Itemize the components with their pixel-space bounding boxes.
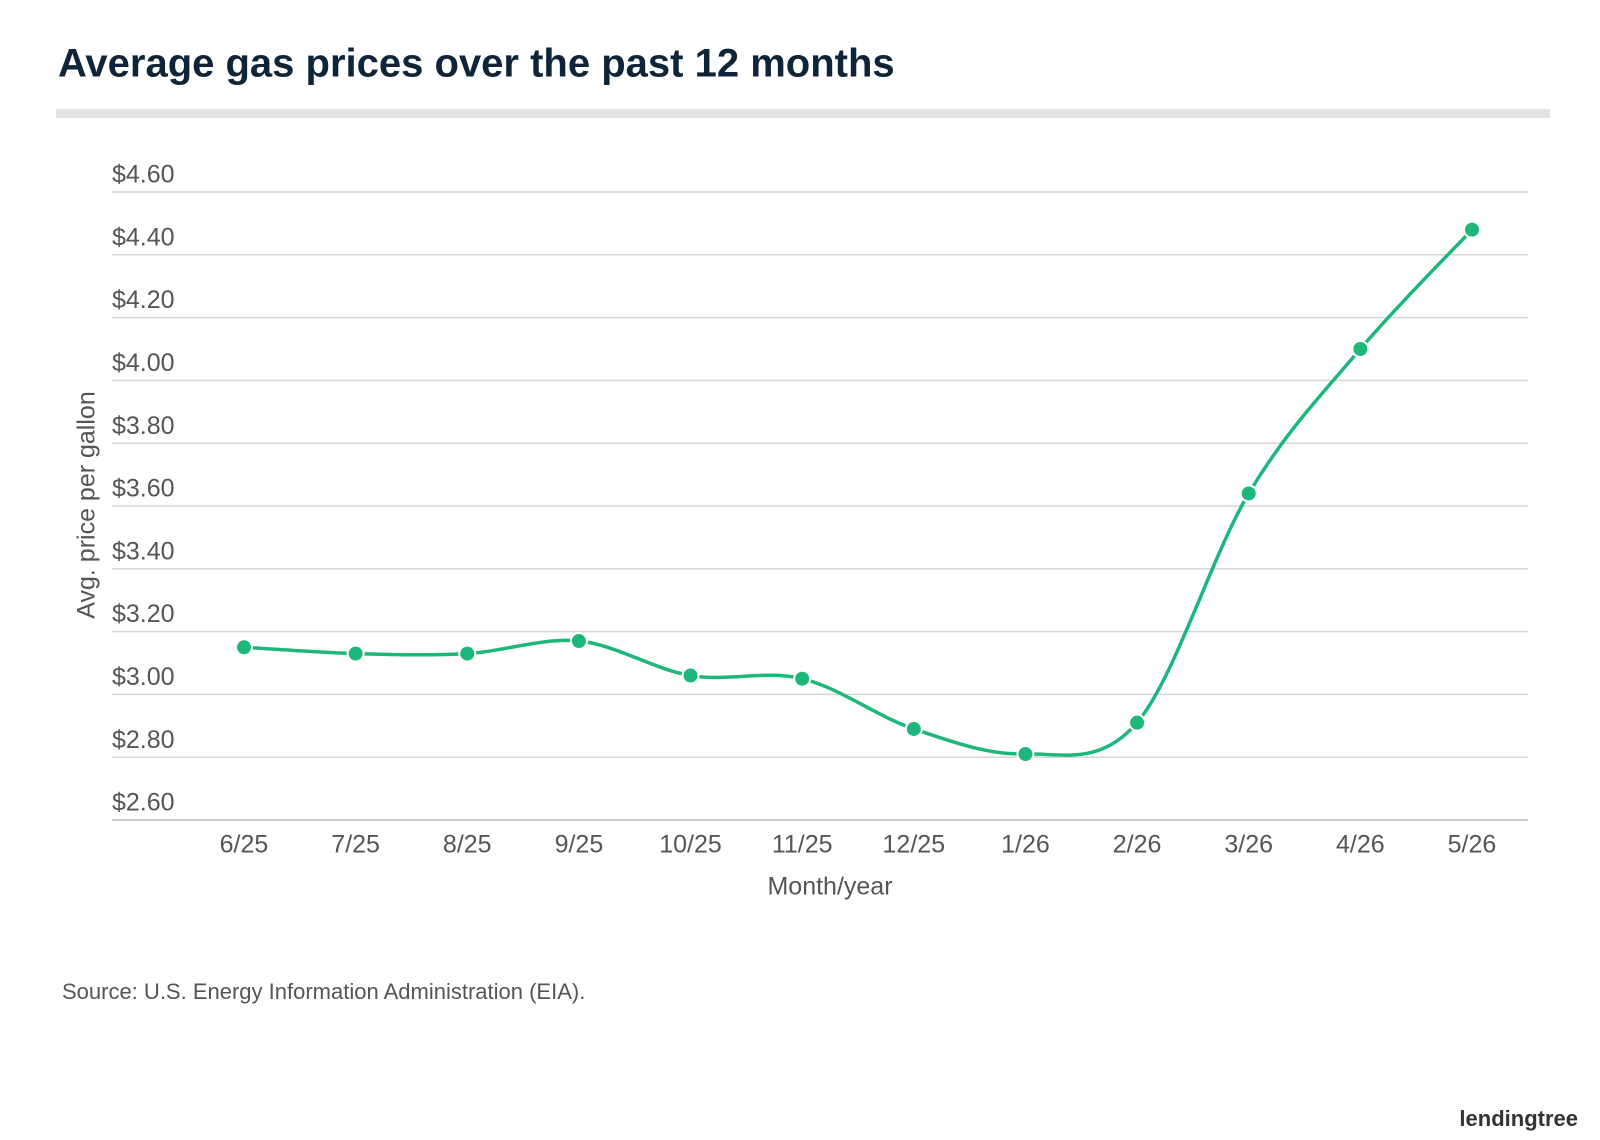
y-tick-label: $3.00 <box>112 663 175 691</box>
point <box>1239 484 1258 503</box>
point <box>904 719 923 738</box>
y-tick-label: $4.20 <box>112 286 175 314</box>
point <box>793 669 812 688</box>
logo: lendingtree <box>1459 1106 1578 1131</box>
x-tick-label: 2/26 <box>1113 831 1162 859</box>
title-rule <box>56 109 1550 118</box>
x-axis-title: Month/year <box>767 873 892 901</box>
y-tick-label: $3.40 <box>112 537 175 565</box>
y-tick-label: $2.80 <box>112 726 175 754</box>
point <box>1351 340 1370 358</box>
x-tick-label: 9/25 <box>555 831 604 859</box>
point <box>235 638 253 657</box>
y-tick-label: $3.80 <box>112 412 175 440</box>
x-tick-label: 4/26 <box>1336 831 1385 859</box>
x-tick-label: 11/25 <box>772 831 833 859</box>
x-tick-label: 5/26 <box>1448 831 1497 859</box>
line <box>243 228 1474 757</box>
x-tick-label: 6/25 <box>220 831 269 859</box>
point <box>569 632 588 651</box>
y-tick-label: $2.60 <box>112 789 175 817</box>
point <box>346 644 365 663</box>
point <box>1016 745 1035 764</box>
x-tick-label: 12/25 <box>883 831 946 859</box>
x-tick-label: 10/25 <box>659 831 722 859</box>
y-tick-label: $4.60 <box>112 161 175 189</box>
source-note: Source: U.S. Energy Information Administ… <box>62 979 585 1004</box>
point <box>1128 713 1147 732</box>
point <box>458 644 477 663</box>
y-tick-label: $3.60 <box>112 475 175 503</box>
x-tick-label: 7/25 <box>331 831 380 859</box>
y-axis-title: Avg. price per gallon <box>73 391 101 618</box>
x-tick-label: 1/26 <box>1001 831 1050 859</box>
x-tick-label: 8/25 <box>443 831 492 859</box>
chart-title: Average gas prices over the past 12 mont… <box>58 42 895 86</box>
point <box>1463 220 1481 239</box>
point <box>681 666 700 685</box>
y-tick-label: $4.00 <box>112 349 175 377</box>
y-tick-label: $3.20 <box>112 600 175 628</box>
x-tick-label: 3/26 <box>1224 831 1273 859</box>
y-tick-label: $4.40 <box>112 223 175 251</box>
